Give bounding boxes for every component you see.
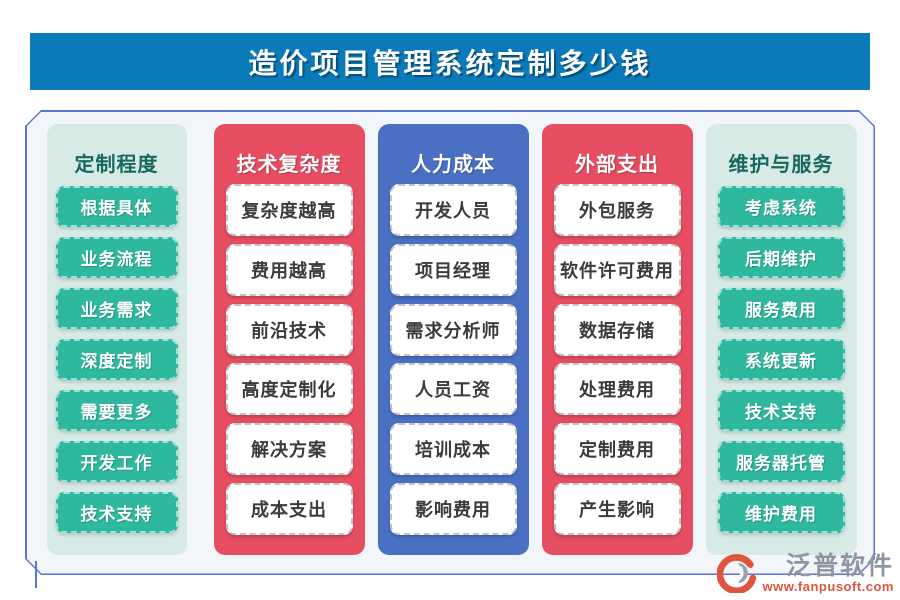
title-bar: 造价项目管理系统定制多少钱: [30, 33, 870, 90]
item-chip: 项目经理: [390, 244, 517, 296]
column-header: 定制程度: [74, 153, 159, 176]
item-chip: 高度定制化: [226, 363, 353, 415]
board: 定制程度 根据具体 业务流程 业务需求 深度定制 需要更多 开发工作 技术支持 技术复杂度 …: [27, 112, 874, 574]
brand-name: 泛普软件: [785, 551, 894, 580]
item-chip: 系统更新: [718, 339, 845, 380]
item-chip: 外包服务: [554, 184, 681, 236]
item-chip: 定制费用: [554, 423, 681, 475]
column-items: 考虑系统后期维护服务费用系统更新技术支持服务器托管维护费用: [718, 177, 845, 543]
page-title: 造价项目管理系统定制多少钱: [248, 47, 652, 79]
item-chip: 服务器托管: [718, 441, 845, 482]
item-chip: 培训成本: [390, 423, 517, 475]
columns: 定制程度 根据具体 业务流程 业务需求 深度定制 需要更多 开发工作 技术支持 技术复杂度 …: [47, 124, 857, 555]
item-chip: 解决方案: [226, 423, 353, 475]
item-chip: 维护费用: [718, 492, 845, 533]
item-chip: 考虑系统: [718, 186, 845, 227]
column-items: 根据具体业务流程业务需求深度定制需要更多开发工作技术支持: [56, 177, 178, 543]
brand-text: 泛普软件 www.fanpusoft.com: [762, 551, 894, 594]
column-header: 技术复杂度: [236, 153, 342, 176]
column-items: 开发人员项目经理需求分析师人员工资培训成本影响费用: [390, 177, 517, 543]
item-chip: 深度定制: [56, 339, 178, 380]
column-2: 技术复杂度 复杂度越高费用越高前沿技术高度定制化解决方案成本支出: [214, 124, 365, 555]
brand-website: www.fanpusoft.com: [762, 579, 894, 594]
column-5: 维护与服务 考虑系统后期维护服务费用系统更新技术支持服务器托管维护费用: [706, 124, 857, 555]
column-4: 外部支出 外包服务软件许可费用 数据存储处理费用定制费用产生影响: [542, 124, 693, 555]
board-border: 定制程度 根据具体 业务流程 业务需求 深度定制 需要更多 开发工作 技术支持 技术复杂度 …: [25, 110, 875, 575]
item-chip: 开发工作: [56, 441, 178, 482]
item-chip: 技术支持: [718, 390, 845, 431]
brand-footer: 泛普软件 www.fanpusoft.com: [717, 551, 894, 594]
item-chip: 复杂度越高: [226, 184, 353, 236]
item-chip: 根据具体: [56, 186, 178, 227]
item-chip: 人员工资: [390, 363, 517, 415]
item-chip: 影响费用: [390, 483, 517, 535]
item-chip: 技术支持: [56, 492, 178, 533]
item-chip: 需求分析师: [390, 304, 517, 356]
column-header: 外部支出: [575, 153, 659, 176]
column-items: 外包服务软件许可费用 数据存储处理费用定制费用产生影响: [554, 177, 681, 543]
column-header: 维护与服务: [728, 153, 834, 176]
column-items: 复杂度越高费用越高前沿技术高度定制化解决方案成本支出: [226, 177, 353, 543]
item-chip: 费用越高: [226, 244, 353, 296]
item-chip: 处理费用: [554, 363, 681, 415]
corner-fold-decoration: [35, 561, 37, 588]
fanpu-logo-swirl-icon: [717, 554, 757, 594]
item-chip: 业务需求: [56, 288, 178, 329]
item-chip: 服务费用: [718, 288, 845, 329]
item-chip: 数据存储: [554, 304, 681, 356]
column-1: 定制程度 根据具体业务流程业务需求深度定制需要更多开发工作技术支持: [47, 124, 187, 555]
item-chip: 需要更多: [56, 390, 178, 431]
item-chip: 成本支出: [226, 483, 353, 535]
column-3: 人力成本 开发人员项目经理需求分析师人员工资培训成本影响费用: [378, 124, 529, 555]
column-header: 人力成本: [411, 153, 495, 176]
item-chip: 业务流程: [56, 237, 178, 278]
item-chip: 开发人员: [390, 184, 517, 236]
item-chip: 后期维护: [718, 237, 845, 278]
item-chip: 前沿技术: [226, 304, 353, 356]
item-chip: 产生影响: [554, 483, 681, 535]
item-chip: 软件许可费用: [554, 244, 681, 296]
